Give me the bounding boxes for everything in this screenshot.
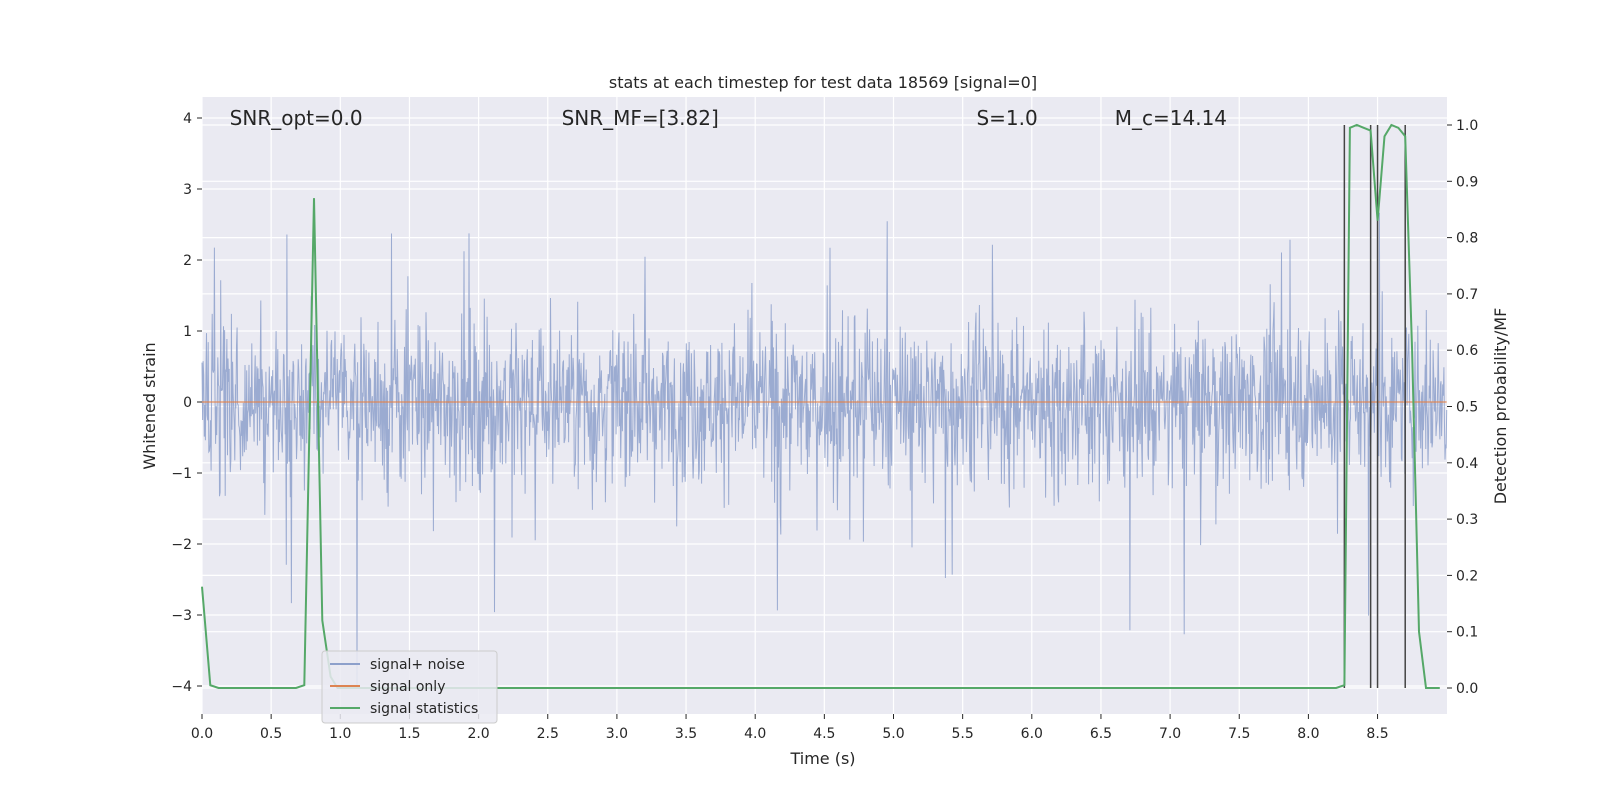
y2-tick-label: 0.7	[1456, 287, 1478, 303]
legend-label-signal-statistics: signal statistics	[370, 701, 478, 717]
legend-box	[321, 650, 498, 724]
x-tick-label: 3.5	[675, 726, 697, 742]
y-tick-label: 0	[183, 395, 192, 411]
y2-tick-label: 0.9	[1456, 174, 1478, 190]
y2-tick-label: 0.8	[1456, 231, 1478, 247]
legend: signal+ noise signal only signal statist…	[321, 650, 498, 724]
x-tick-label: 0.5	[260, 726, 282, 742]
y-tick-label: −1	[171, 466, 192, 482]
y2-tick-label: 0.2	[1456, 568, 1478, 584]
y2-tick-label: 0.4	[1456, 456, 1478, 472]
chart-title: stats at each timestep for test data 185…	[609, 73, 1037, 92]
y2-ticks: 0.0 0.1 0.2 0.3 0.4 0.5 0.6 0.7 0.8 0.9 1.0	[1447, 118, 1478, 697]
y2-tick-label: 0.6	[1456, 343, 1478, 359]
y2-tick-label: 0.3	[1456, 512, 1478, 528]
y2-tick-label: 0.1	[1456, 625, 1478, 641]
annotation-text: SNR_MF=[3.82]	[562, 106, 719, 130]
annotation-text: M_c=14.14	[1115, 106, 1227, 130]
x-tick-label: 7.5	[1228, 726, 1250, 742]
y2-axis-label: Detection probability/MF	[1491, 308, 1510, 505]
x-tick-label: 8.0	[1297, 726, 1319, 742]
annotation-text: SNR_opt=0.0	[230, 106, 363, 130]
signal-noise-trace	[201, 212, 1448, 687]
x-tick-label: 0.0	[191, 726, 213, 742]
x-tick-label: 4.0	[744, 726, 766, 742]
x-tick-label: 6.0	[1021, 726, 1043, 742]
legend-label-signal-noise: signal+ noise	[370, 657, 465, 673]
y-tick-label: 1	[183, 324, 192, 340]
y-tick-label: −3	[171, 608, 192, 624]
x-tick-label: 6.5	[1090, 726, 1112, 742]
y-tick-label: 4	[183, 111, 192, 127]
x-tick-label: 3.0	[606, 726, 628, 742]
x-tick-label: 1.5	[398, 726, 420, 742]
x-ticks: 0.0 0.5 1.0 1.5 2.0 2.5 3.0 3.5 4.0 4.5 5.0 5.5 6.0 6…	[191, 714, 1389, 742]
y-tick-label: 2	[183, 253, 192, 269]
x-tick-label: 2.5	[537, 726, 559, 742]
x-tick-label: 7.0	[1159, 726, 1181, 742]
y2-tick-label: 0.5	[1456, 400, 1478, 416]
y2-tick-label: 1.0	[1456, 118, 1478, 134]
y-ticks: −4 −3 −2 −1 0 1 2 3 4	[171, 111, 202, 695]
y2-tick-label: 0.0	[1456, 681, 1478, 697]
x-tick-label: 5.0	[882, 726, 904, 742]
y-tick-label: −4	[171, 679, 192, 695]
y-tick-label: 3	[183, 182, 192, 198]
annotation-text: S=1.0	[976, 106, 1037, 130]
signal-statistics-line	[201, 123, 1440, 689]
x-tick-label: 5.5	[952, 726, 974, 742]
y-tick-label: −2	[171, 537, 192, 553]
x-tick-label: 1.0	[329, 726, 351, 742]
x-tick-label: 2.0	[467, 726, 489, 742]
x-tick-label: 4.5	[813, 726, 835, 742]
legend-label-signal-only: signal only	[370, 679, 445, 695]
signal-noise-series	[201, 212, 1448, 687]
x-axis-label: Time (s)	[789, 749, 855, 768]
y-axis-label: Whitened strain	[140, 342, 159, 469]
annotations: SNR_opt=0.0 SNR_MF=[3.82] S=1.0 M_c=14.14	[230, 106, 1227, 130]
x-tick-label: 8.5	[1366, 726, 1388, 742]
